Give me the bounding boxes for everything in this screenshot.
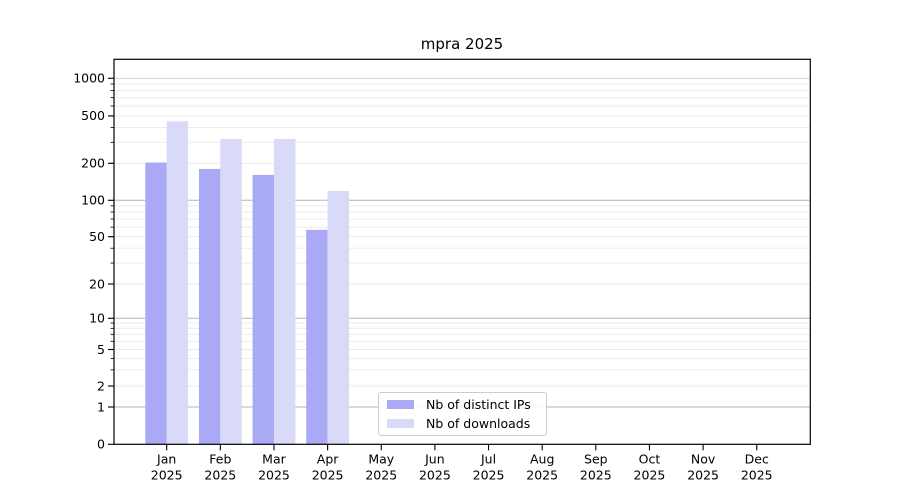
legend-swatch-downloads [387, 419, 414, 429]
bar-downloads-jan [166, 121, 189, 445]
legend: Nb of distinct IPs Nb of downloads [378, 392, 547, 436]
x-tick-label: Oct 2025 [634, 451, 666, 482]
bar-distinct-ips-jan [145, 162, 167, 445]
x-tick-label: Jun 2025 [419, 451, 451, 482]
x-tick-label: May 2025 [365, 451, 397, 482]
y-tick-label: 100 [81, 193, 105, 208]
y-tick-label: 500 [81, 108, 105, 123]
legend-item-downloads: Nb of downloads [379, 416, 546, 432]
x-tick-label: Sep 2025 [580, 451, 612, 482]
bar-distinct-ips-mar [252, 174, 274, 445]
x-tick-label: Mar 2025 [258, 451, 290, 482]
y-tick-label: 20 [89, 276, 105, 291]
legend-label-downloads: Nb of downloads [426, 416, 531, 432]
bar-distinct-ips-feb [198, 168, 221, 445]
bar-downloads-feb [220, 138, 242, 445]
y-tick-label: 1000 [73, 71, 105, 86]
legend-swatch-distinct-ips [387, 399, 414, 409]
x-tick-label: Nov 2025 [687, 451, 719, 482]
x-tick-label: Feb 2025 [204, 451, 236, 482]
chart-title: mpra 2025 [420, 35, 504, 53]
axes-box [113, 58, 811, 445]
legend-item-distinct-ips: Nb of distinct IPs [379, 396, 546, 412]
y-tick-label: 0 [97, 437, 105, 452]
y-tick-label: 50 [89, 229, 105, 244]
x-tick-label: Jan 2025 [151, 451, 183, 482]
bar-downloads-apr [327, 191, 350, 445]
bar-distinct-ips-apr [306, 229, 328, 445]
legend-label-distinct-ips: Nb of distinct IPs [426, 396, 531, 412]
y-tick-label: 10 [89, 311, 105, 326]
x-tick-label: Apr 2025 [312, 451, 344, 482]
x-tick-label: Jul 2025 [473, 451, 505, 482]
y-tick-label: 1 [97, 399, 105, 414]
x-tick-label: Dec 2025 [741, 451, 773, 482]
y-tick-label: 5 [97, 342, 105, 357]
bar-downloads-mar [273, 138, 296, 445]
y-tick-label: 200 [81, 156, 105, 171]
x-tick-label: Aug 2025 [526, 451, 558, 482]
y-tick-label: 2 [97, 378, 105, 393]
